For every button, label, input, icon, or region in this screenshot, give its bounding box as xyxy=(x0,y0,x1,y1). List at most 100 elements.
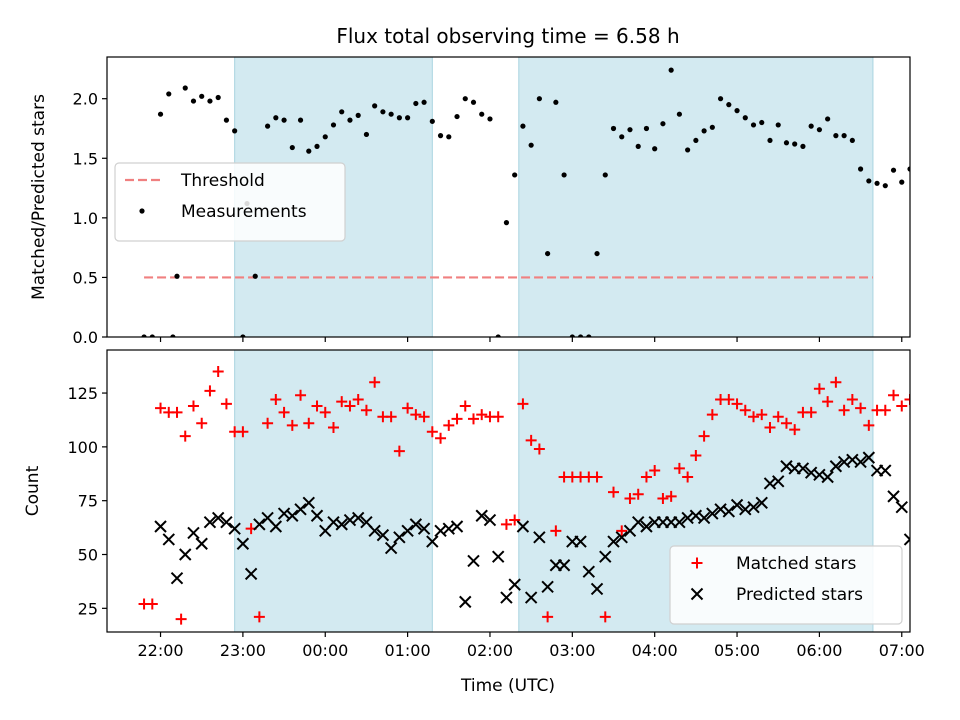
point-plus-0 xyxy=(772,411,784,423)
point-dot-0 xyxy=(306,148,312,154)
point-dot-0 xyxy=(709,124,715,130)
point-x-1 xyxy=(302,496,315,510)
y-axis-label: Count xyxy=(23,465,43,516)
point-plus-0 xyxy=(500,518,512,530)
y-axis-label: Matched/Predicted stars xyxy=(29,94,49,300)
point-plus-0 xyxy=(649,465,661,477)
point-dot-0 xyxy=(594,250,600,257)
legend-box xyxy=(669,545,903,625)
x-tick-label: 03:00 xyxy=(549,641,595,660)
point-dot-0 xyxy=(717,96,724,102)
point-dot-0 xyxy=(289,144,295,151)
point-dot-0 xyxy=(421,99,427,105)
point-x-1 xyxy=(467,554,480,568)
x-tick-label: 22:00 xyxy=(137,641,183,660)
axes-frame xyxy=(106,349,911,633)
point-plus-0 xyxy=(640,471,652,483)
point-plus-0 xyxy=(690,449,702,461)
point-dot-0 xyxy=(545,250,551,257)
point-x-1 xyxy=(582,565,596,578)
point-x-1 xyxy=(475,509,488,522)
point-plus-0 xyxy=(533,443,545,455)
point-plus-0 xyxy=(278,406,290,418)
legend-swatch xyxy=(690,587,704,601)
point-x-1 xyxy=(895,500,908,514)
point-plus-0 xyxy=(344,400,356,412)
data-layer xyxy=(141,67,910,337)
point-x-1 xyxy=(236,537,250,550)
point-x-1 xyxy=(154,520,167,533)
point-plus-0 xyxy=(550,525,562,537)
point-dot-0 xyxy=(899,179,905,185)
x-tick-label: 01:00 xyxy=(385,641,431,660)
legend-label: Predicted stars xyxy=(736,585,863,605)
point-x-1 xyxy=(442,522,455,535)
point-dot-0 xyxy=(314,143,320,149)
point-dot-0 xyxy=(635,143,641,149)
point-plus-0 xyxy=(896,400,908,412)
legend-label: Measurements xyxy=(181,202,307,222)
point-plus-0 xyxy=(509,514,521,526)
point-dot-0 xyxy=(536,96,542,102)
point-plus-0 xyxy=(327,421,339,433)
point-x-1 xyxy=(376,528,390,542)
point-dot-0 xyxy=(330,122,337,128)
point-dot-0 xyxy=(388,111,394,117)
point-dot-0 xyxy=(668,67,674,73)
point-x-1 xyxy=(862,451,876,464)
point-dot-0 xyxy=(800,143,806,149)
point-plus-0 xyxy=(171,406,183,418)
point-plus-0 xyxy=(764,421,776,433)
point-dot-0 xyxy=(479,111,485,117)
point-plus-0 xyxy=(822,396,834,408)
legend-box xyxy=(114,162,346,242)
point-x-1 xyxy=(730,498,744,512)
point-dot-0 xyxy=(503,220,510,226)
point-dot-0 xyxy=(446,134,452,140)
point-plus-0 xyxy=(525,434,537,446)
axes-frame xyxy=(106,56,911,338)
point-plus-0 xyxy=(402,402,414,414)
point-plus-0 xyxy=(467,413,479,425)
point-dot-0 xyxy=(734,108,740,114)
point-x-1 xyxy=(459,595,472,609)
point-x-1 xyxy=(195,537,208,550)
x-tick-label: 06:00 xyxy=(796,641,842,660)
point-dot-0 xyxy=(561,172,567,178)
point-plus-0 xyxy=(352,394,364,406)
point-plus-0 xyxy=(855,402,867,414)
point-dot-0 xyxy=(141,334,147,337)
point-x-1 xyxy=(533,531,546,544)
point-dot-0 xyxy=(240,334,246,337)
point-plus-0 xyxy=(451,413,463,425)
point-plus-0 xyxy=(665,490,677,502)
point-x-1 xyxy=(673,516,686,529)
point-x-1 xyxy=(796,462,810,475)
point-dot-0 xyxy=(297,117,304,123)
point-x-1 xyxy=(244,567,258,581)
point-dot-0 xyxy=(380,109,386,115)
point-plus-0 xyxy=(237,426,249,438)
point-x-1 xyxy=(508,578,521,591)
legend: Threshold Measurements xyxy=(114,162,346,242)
point-x-1 xyxy=(203,516,217,529)
y-tick-label: 125 xyxy=(67,384,98,403)
point-plus-0 xyxy=(410,409,422,421)
point-plus-0 xyxy=(830,376,842,388)
point-x-1 xyxy=(187,526,200,540)
point-dot-0 xyxy=(816,127,823,133)
point-dot-0 xyxy=(775,122,781,128)
point-x-1 xyxy=(211,511,225,525)
point-dot-0 xyxy=(512,172,518,178)
point-x-1 xyxy=(401,524,414,538)
point-x-1 xyxy=(368,524,381,538)
point-dot-0 xyxy=(462,96,468,102)
point-dot-0 xyxy=(553,99,559,105)
legend-swatch xyxy=(691,557,703,569)
point-x-1 xyxy=(821,470,834,484)
point-dot-0 xyxy=(413,100,419,107)
point-x-1 xyxy=(269,520,283,533)
point-dot-0 xyxy=(693,137,699,144)
point-dot-0 xyxy=(199,93,205,99)
point-x-1 xyxy=(640,520,653,533)
